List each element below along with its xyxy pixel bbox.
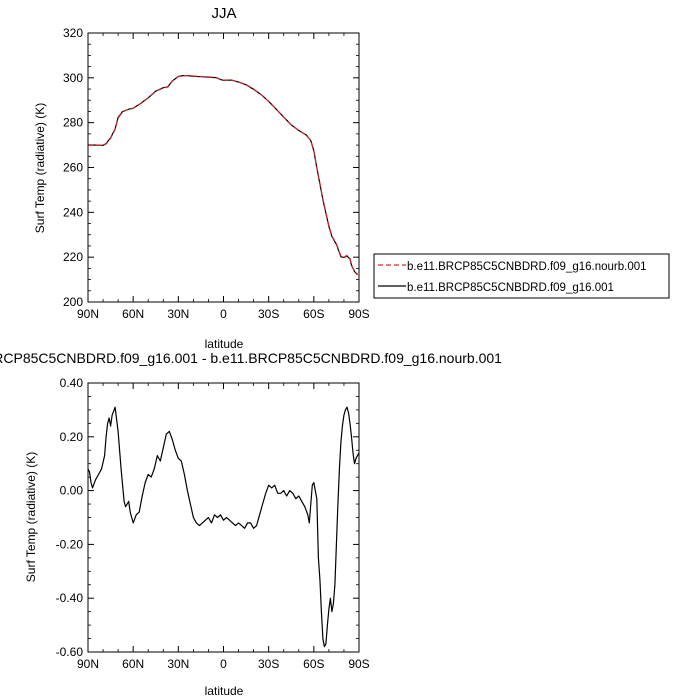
bottom-chart-x-tick-label: 0 bbox=[220, 657, 227, 671]
bottom-chart-x-tick-label: 60N bbox=[122, 657, 144, 671]
top-chart: JJA 200 220 240 260 280 300 320 90N 60N 30N 0 30S 60… bbox=[33, 5, 670, 351]
legend-label-nourb: b.e11.BRCP85C5CNBDRD.f09_g16.nourb.001 bbox=[407, 261, 647, 273]
top-chart-series-control bbox=[87, 74, 358, 275]
bottom-chart: b.e11.BRCP85C5CNBDRD.f09_g16.001 - b.e11… bbox=[0, 350, 502, 698]
top-chart-frame bbox=[87, 32, 360, 303]
bottom-chart-x-label: latitude bbox=[205, 684, 244, 698]
top-chart-y-label: Surf Temp (radiative) (K) bbox=[33, 103, 47, 233]
bottom-chart-frame bbox=[87, 382, 360, 653]
bottom-chart-title: b.e11.BRCP85C5CNBDRD.f09_g16.001 - b.e11… bbox=[0, 350, 502, 366]
top-chart-y-tick-label: 220 bbox=[63, 250, 83, 264]
bottom-chart-x-tick-label: 60S bbox=[303, 657, 324, 671]
top-chart-x-tick-label: 60S bbox=[303, 307, 324, 321]
bottom-chart-x-tick-label: 90S bbox=[348, 657, 369, 671]
bottom-chart-x-tick-label: 30S bbox=[258, 657, 279, 671]
bottom-chart-y-tick-label: 0.40 bbox=[60, 376, 84, 390]
top-chart-x-tick-label: 30S bbox=[258, 307, 279, 321]
top-chart-x-tick-label: 60N bbox=[122, 307, 144, 321]
legend: b.e11.BRCP85C5CNBDRD.f09_g16.nourb.001 b… bbox=[373, 253, 670, 299]
top-chart-ticks: 200 220 240 260 280 300 320 90N 60N 30N 0 30S 60S 90S bbox=[63, 26, 370, 321]
top-chart-y-tick-label: 300 bbox=[63, 71, 83, 85]
top-chart-x-tick-label: 30N bbox=[167, 307, 189, 321]
top-chart-y-tick-label: 200 bbox=[63, 295, 83, 309]
top-chart-x-tick-label: 90S bbox=[348, 307, 369, 321]
top-chart-x-label: latitude bbox=[205, 337, 244, 351]
top-chart-y-tick-label: 320 bbox=[63, 26, 83, 40]
bottom-chart-series bbox=[87, 406, 360, 648]
bottom-chart-y-label: Surf Temp (radiative) (K) bbox=[24, 452, 38, 582]
top-chart-y-tick-label: 260 bbox=[63, 161, 83, 175]
bottom-chart-y-tick-label: 0.20 bbox=[60, 430, 84, 444]
top-chart-series-nourb bbox=[87, 74, 358, 276]
bottom-chart-y-tick-label: -0.20 bbox=[56, 537, 84, 551]
legend-label-control: b.e11.BRCP85C5CNBDRD.f09_g16.001 bbox=[407, 282, 614, 294]
bottom-chart-y-tick-label: 0.00 bbox=[60, 484, 84, 498]
bottom-chart-series-difference bbox=[87, 406, 360, 648]
top-chart-y-tick-label: 280 bbox=[63, 116, 83, 130]
top-chart-title: JJA bbox=[211, 5, 236, 22]
bottom-chart-x-tick-label: 30N bbox=[167, 657, 189, 671]
bottom-chart-y-tick-label: -0.40 bbox=[56, 591, 84, 605]
top-chart-y-tick-label: 240 bbox=[63, 205, 83, 219]
bottom-chart-y-tick-label: -0.60 bbox=[56, 645, 84, 659]
legend-box bbox=[373, 253, 670, 299]
bottom-chart-x-tick-label: 90N bbox=[77, 657, 99, 671]
top-chart-x-tick-label: 90N bbox=[77, 307, 99, 321]
top-chart-x-tick-label: 0 bbox=[220, 307, 227, 321]
top-chart-series bbox=[87, 74, 358, 276]
